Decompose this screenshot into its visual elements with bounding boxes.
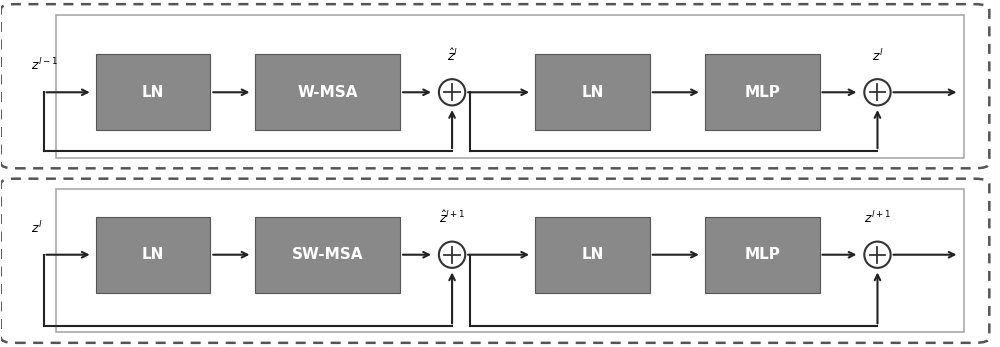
Text: MLP: MLP: [744, 247, 780, 262]
Text: LN: LN: [581, 247, 604, 262]
Text: $z^{l+1}$: $z^{l+1}$: [864, 210, 891, 226]
Text: MLP: MLP: [744, 85, 780, 100]
Bar: [56, 15, 964, 158]
Text: $\hat{z}^{l+1}$: $\hat{z}^{l+1}$: [439, 210, 465, 226]
Text: LN: LN: [581, 85, 604, 100]
Text: W-MSA: W-MSA: [297, 85, 358, 100]
Bar: [255, 217, 400, 293]
Bar: [255, 54, 400, 130]
Text: $\hat{z}^{l}$: $\hat{z}^{l}$: [447, 48, 458, 64]
Text: LN: LN: [142, 85, 164, 100]
Text: SW-MSA: SW-MSA: [292, 247, 363, 262]
Bar: [96, 54, 210, 130]
Bar: [96, 217, 210, 293]
Ellipse shape: [864, 79, 891, 105]
Bar: [535, 54, 650, 130]
Bar: [535, 217, 650, 293]
Text: LN: LN: [142, 247, 164, 262]
Bar: [705, 54, 820, 130]
Ellipse shape: [864, 242, 891, 268]
Text: $z^{l}$: $z^{l}$: [872, 48, 883, 64]
Ellipse shape: [439, 242, 465, 268]
Bar: [705, 217, 820, 293]
Text: $z^{l}$: $z^{l}$: [31, 220, 42, 236]
Bar: [56, 189, 964, 332]
Ellipse shape: [439, 79, 465, 105]
Text: $z^{{l-1}}$: $z^{{l-1}}$: [31, 57, 58, 73]
